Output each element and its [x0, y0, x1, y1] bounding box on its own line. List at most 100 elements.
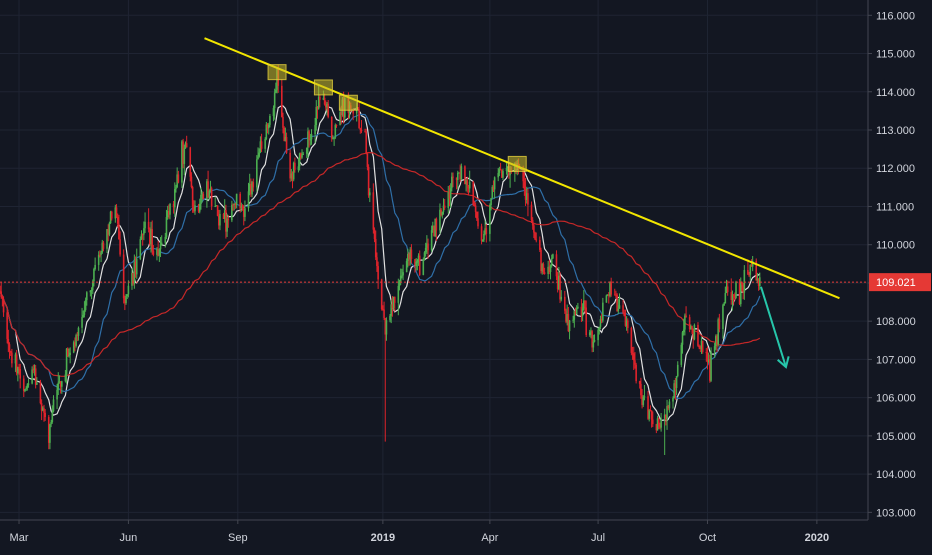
candle — [668, 399, 671, 413]
candle — [716, 334, 718, 353]
candle-body — [738, 281, 741, 305]
candle — [585, 300, 587, 337]
candle — [460, 163, 463, 181]
y-axis[interactable]: 103.000 104.000 105.000 106.000 107.000 108.0… — [867, 0, 931, 520]
candle — [184, 141, 187, 149]
candle-body — [748, 274, 750, 276]
x-axis[interactable]: Mar Jun Sep 2019 Apr Jul Oct 2020 — [0, 519, 868, 544]
candle-body — [731, 294, 734, 301]
candle-body — [617, 308, 620, 312]
candle — [531, 217, 534, 230]
candle-body — [290, 173, 293, 179]
candle — [190, 172, 193, 189]
candle — [643, 385, 646, 401]
candle — [14, 352, 17, 372]
candle-body — [565, 310, 567, 322]
candle — [722, 303, 724, 339]
candle — [152, 245, 155, 257]
candle — [734, 292, 736, 301]
candle — [159, 237, 162, 258]
candle — [150, 221, 152, 253]
candle-body — [597, 330, 599, 341]
candle-body — [284, 137, 287, 142]
candle — [415, 258, 417, 271]
candle-body — [535, 239, 538, 241]
y-tick-label: 108.000 — [876, 316, 916, 328]
candle-body — [547, 266, 549, 274]
candle — [581, 303, 584, 322]
candle-body — [427, 243, 429, 251]
candle — [426, 235, 428, 255]
candle-body — [26, 384, 29, 388]
candle — [134, 256, 137, 278]
candle-body — [364, 131, 366, 133]
candle — [715, 334, 717, 350]
candle-body — [141, 234, 144, 236]
candle — [493, 176, 496, 199]
candle — [638, 380, 641, 389]
candle-body — [534, 232, 536, 240]
candle — [194, 200, 196, 215]
candle-body — [415, 261, 417, 267]
candle-body — [324, 104, 327, 108]
candle-body — [559, 275, 561, 300]
candle — [742, 282, 744, 300]
candle — [282, 112, 284, 134]
candle-body — [273, 92, 276, 109]
candle-body — [624, 316, 627, 326]
moving-averages — [0, 104, 761, 422]
candle-body — [275, 89, 277, 93]
candle — [456, 170, 459, 190]
candle — [385, 317, 388, 341]
candle-body — [405, 261, 408, 273]
candle-body — [9, 351, 12, 353]
candle-body — [58, 381, 61, 383]
candle — [189, 146, 192, 182]
candle-body — [580, 306, 583, 317]
candle-body — [330, 116, 333, 139]
candle — [31, 366, 33, 385]
candle-body — [61, 381, 63, 387]
candle — [592, 334, 595, 352]
candle-body — [6, 312, 8, 339]
candle-body — [397, 285, 400, 303]
candle — [699, 345, 702, 352]
candle-body — [491, 186, 494, 199]
candle-body — [699, 347, 702, 349]
candle-body — [24, 389, 26, 392]
candle-body — [472, 181, 475, 205]
candle-body — [398, 281, 401, 286]
candle — [676, 361, 679, 378]
top-highlight-box[interactable] — [507, 155, 527, 172]
candle — [11, 348, 13, 368]
candle — [624, 309, 627, 327]
candle-body — [455, 177, 458, 180]
candle — [590, 327, 592, 339]
candle-body — [659, 426, 661, 428]
candle-body — [660, 418, 662, 428]
candle — [301, 149, 303, 159]
candle-body — [623, 312, 626, 317]
top-highlight-box[interactable] — [267, 64, 287, 81]
candle-body — [219, 214, 221, 226]
candle-body — [680, 344, 683, 365]
candle — [64, 369, 67, 383]
top-highlight-box[interactable] — [338, 94, 358, 111]
candle — [359, 127, 362, 134]
candle-body — [481, 239, 484, 241]
candle — [40, 399, 43, 421]
forecast-arrow[interactable] — [760, 286, 790, 369]
candle-body — [685, 315, 687, 318]
y-tick-label: 105.000 — [876, 431, 916, 443]
candle — [330, 116, 333, 142]
candle-body — [676, 364, 679, 377]
candle-body — [390, 304, 392, 316]
candle-body — [223, 210, 226, 219]
top-highlight-box[interactable] — [313, 79, 333, 96]
candle — [49, 423, 51, 450]
candle-body — [100, 252, 102, 255]
candle-body — [365, 131, 368, 154]
candle — [630, 326, 633, 356]
y-tick-label: 114.000 — [876, 87, 915, 99]
